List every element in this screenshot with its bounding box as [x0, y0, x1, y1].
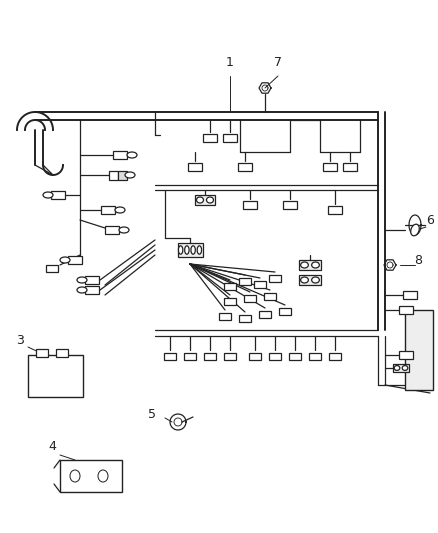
Bar	[224, 352, 236, 359]
Text: 5: 5	[148, 408, 156, 422]
Bar	[224, 297, 236, 304]
Bar	[177, 243, 202, 257]
Bar	[60, 460, 122, 492]
Bar	[249, 352, 261, 359]
Bar	[289, 352, 301, 359]
Bar	[343, 163, 357, 171]
Bar	[239, 278, 251, 285]
Ellipse shape	[191, 246, 195, 254]
Bar	[223, 134, 237, 142]
Bar	[269, 352, 281, 359]
Bar	[403, 291, 417, 299]
Bar	[238, 163, 252, 171]
Bar	[264, 293, 276, 300]
Ellipse shape	[312, 262, 319, 268]
Ellipse shape	[60, 257, 70, 263]
Bar	[164, 352, 176, 359]
Bar	[51, 191, 65, 199]
Bar	[203, 134, 217, 142]
Bar	[329, 352, 341, 359]
Ellipse shape	[43, 192, 53, 198]
Bar	[195, 195, 215, 205]
Ellipse shape	[197, 197, 204, 203]
Bar	[299, 260, 321, 270]
Ellipse shape	[70, 470, 80, 482]
Text: 8: 8	[414, 254, 422, 266]
Bar	[105, 226, 119, 234]
Bar	[405, 310, 433, 390]
Ellipse shape	[178, 246, 183, 254]
Bar	[393, 364, 409, 372]
Bar	[243, 201, 257, 209]
Bar	[36, 349, 48, 357]
Ellipse shape	[300, 277, 308, 283]
Ellipse shape	[119, 227, 129, 233]
Bar	[244, 295, 256, 302]
Bar	[109, 171, 118, 180]
Bar	[118, 171, 127, 180]
Bar	[28, 355, 83, 397]
Bar	[113, 151, 127, 159]
Bar	[68, 256, 82, 264]
Bar	[85, 276, 99, 284]
Ellipse shape	[197, 246, 201, 254]
Bar	[204, 352, 216, 359]
Bar	[269, 274, 281, 281]
Ellipse shape	[77, 287, 87, 293]
Text: 4: 4	[48, 440, 56, 454]
Bar	[239, 314, 251, 321]
Bar	[188, 163, 202, 171]
Bar	[254, 280, 266, 287]
Bar	[279, 308, 291, 314]
Bar	[101, 206, 115, 214]
Ellipse shape	[402, 366, 408, 370]
Ellipse shape	[127, 152, 137, 158]
Bar	[328, 206, 342, 214]
Bar	[309, 352, 321, 359]
Ellipse shape	[115, 207, 125, 213]
Bar	[399, 351, 413, 359]
Bar	[299, 275, 321, 285]
Ellipse shape	[77, 277, 87, 283]
Bar	[219, 312, 231, 319]
Text: 1: 1	[226, 55, 234, 69]
Ellipse shape	[300, 262, 308, 268]
Bar	[46, 264, 58, 271]
Bar	[399, 306, 413, 314]
Bar	[283, 201, 297, 209]
Text: 7: 7	[274, 55, 282, 69]
Bar	[56, 349, 68, 357]
Bar	[323, 163, 337, 171]
Text: 3: 3	[16, 334, 24, 346]
Ellipse shape	[125, 172, 135, 178]
Bar	[184, 352, 196, 359]
Ellipse shape	[411, 224, 419, 236]
Bar	[259, 311, 271, 318]
Ellipse shape	[312, 277, 319, 283]
Ellipse shape	[98, 470, 108, 482]
Bar	[85, 286, 99, 294]
Bar	[224, 282, 236, 289]
Text: 6: 6	[426, 214, 434, 227]
Ellipse shape	[206, 197, 213, 203]
Ellipse shape	[185, 246, 189, 254]
Ellipse shape	[394, 366, 400, 370]
